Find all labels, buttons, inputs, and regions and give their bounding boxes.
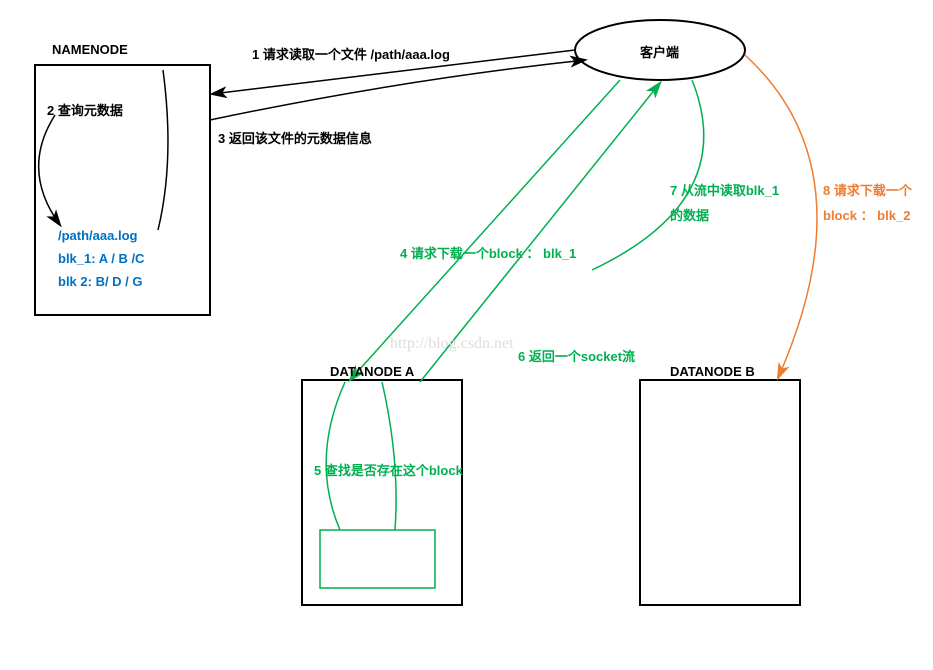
watermark-text: http://blog.csdn.net [390,335,514,353]
meta-blk2: blk 2: B/ D / G [58,274,144,289]
meta-blk1: blk_1: A / B /C [58,251,144,266]
step-1-label: 1 请求读取一个文件 /path/aaa.log [252,44,450,63]
arrow-2 [39,115,60,225]
namenode-title: NAMENODE [52,42,128,57]
arrow-2b [158,70,168,230]
arrow-7 [592,80,704,270]
datanode-b-rect [640,380,800,605]
step-5-label: 5 查找是否存在这个block [314,460,463,479]
step-7-line2: 的数据 [670,205,779,224]
step-7-label: 7 从流中读取blk_1 的数据 [670,180,779,224]
arrow-5-down [326,382,345,530]
step-8-line1: 8 请求下载一个 [823,180,912,199]
arrow-3 [210,60,585,120]
step-3-label: 3 返回该文件的元数据信息 [218,128,372,147]
step-6-label: 6 返回一个socket流 [518,346,635,365]
datanode-a-title: DATANODE A [330,364,414,379]
step-8-label: 8 请求下载一个 block ： blk_2 [823,180,912,224]
namenode-metadata: /path/aaa.log blk_1: A / B /C blk 2: B/ … [58,228,144,289]
meta-path: /path/aaa.log [58,228,144,243]
client-label: 客户端 [640,42,679,61]
datanode-a-block-rect [320,530,435,588]
step-8-line2: block ： blk_2 [823,205,912,224]
step-2-label: 2 查询元数据 [47,100,123,119]
arrow-5-up [382,382,396,530]
step-7-line1: 7 从流中读取blk_1 [670,180,779,199]
datanode-b-title: DATANODE B [670,364,755,379]
datanode-a-rect [302,380,462,605]
step-4-label: 4 请求下载一个block ： blk_1 [400,243,576,262]
